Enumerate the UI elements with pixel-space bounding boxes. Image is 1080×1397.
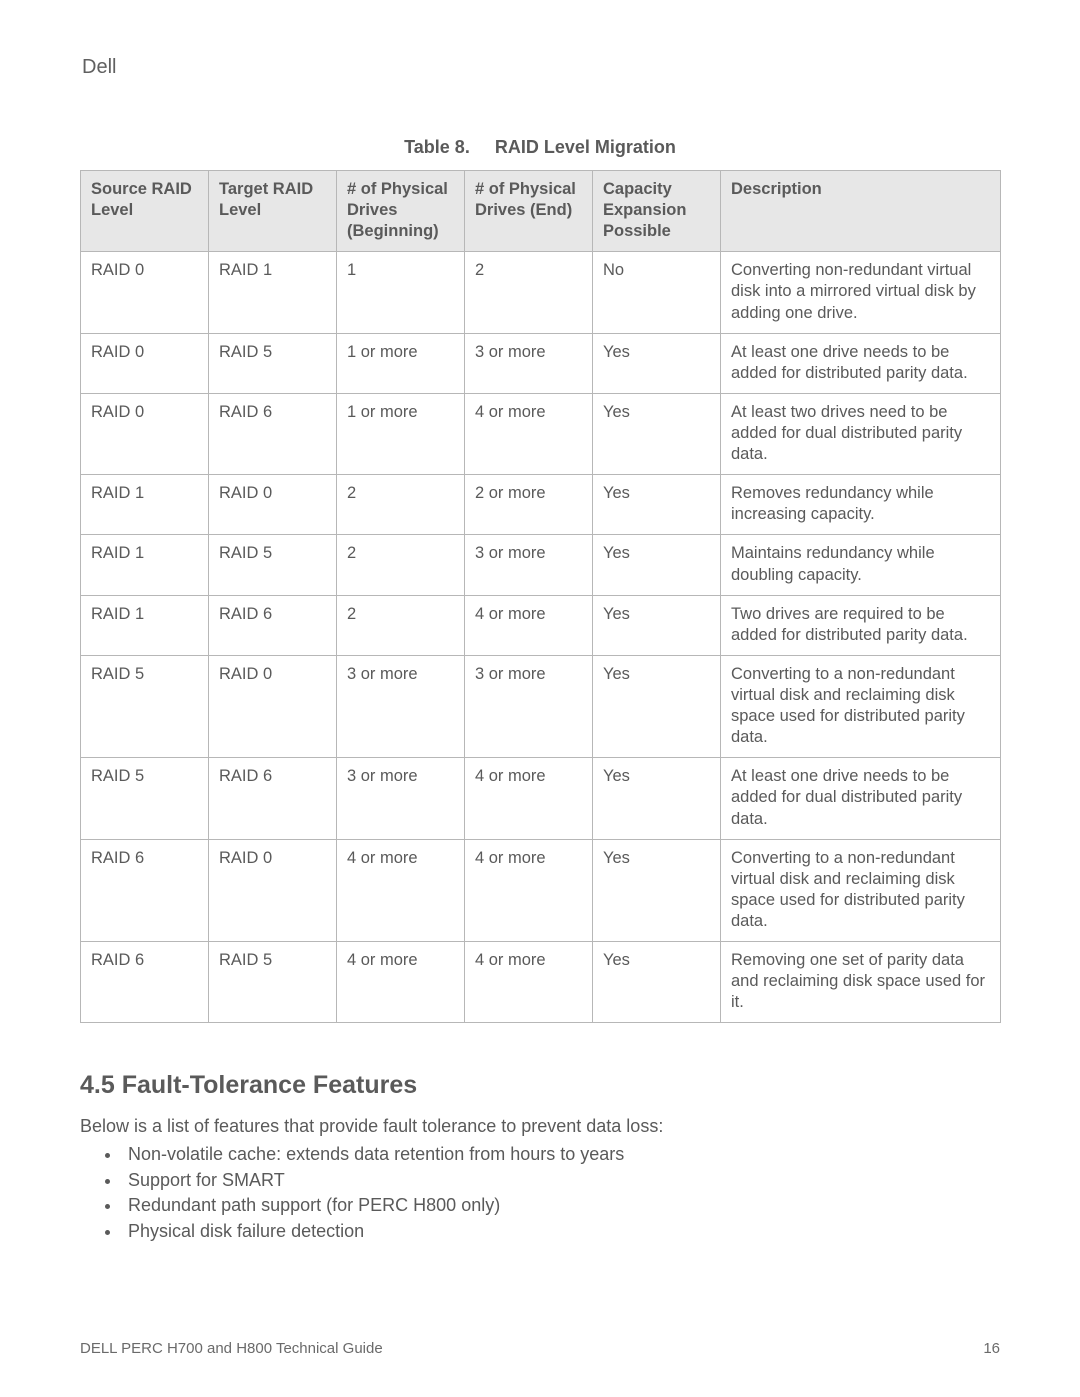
footer-page-number: 16 xyxy=(983,1340,1000,1357)
table-caption-title: RAID Level Migration xyxy=(495,137,676,157)
table-cell: RAID 5 xyxy=(209,942,337,1023)
table-caption: Table 8. RAID Level Migration xyxy=(80,137,1000,158)
table-row: RAID 0RAID 51 or more3 or moreYesAt leas… xyxy=(81,333,1001,393)
footer-doc-title: DELL PERC H700 and H800 Technical Guide xyxy=(80,1340,383,1357)
col-header-beginning: # of Physical Drives (Beginning) xyxy=(337,171,465,252)
table-cell: Two drives are required to be added for … xyxy=(721,595,1001,655)
table-cell: RAID 6 xyxy=(209,595,337,655)
table-cell: RAID 6 xyxy=(81,839,209,941)
table-cell: RAID 1 xyxy=(81,595,209,655)
col-header-description: Description xyxy=(721,171,1001,252)
table-cell: 2 or more xyxy=(465,475,593,535)
col-header-target: Target RAID Level xyxy=(209,171,337,252)
table-cell: Yes xyxy=(593,839,721,941)
list-item: Redundant path support (for PERC H800 on… xyxy=(122,1194,1000,1217)
table-cell: RAID 5 xyxy=(81,758,209,839)
table-cell: 3 or more xyxy=(337,655,465,757)
table-cell: 4 or more xyxy=(465,393,593,474)
col-header-source: Source RAID Level xyxy=(81,171,209,252)
table-cell: 3 or more xyxy=(337,758,465,839)
table-cell: RAID 0 xyxy=(209,839,337,941)
table-cell: 4 or more xyxy=(465,839,593,941)
table-cell: 3 or more xyxy=(465,535,593,595)
table-cell: 1 or more xyxy=(337,393,465,474)
table-cell: 4 or more xyxy=(337,942,465,1023)
table-row: RAID 1RAID 022 or moreYesRemoves redunda… xyxy=(81,475,1001,535)
page-content: Dell Table 8. RAID Level Migration Sourc… xyxy=(80,56,1000,1245)
table-cell: RAID 0 xyxy=(209,655,337,757)
col-header-end: # of Physical Drives (End) xyxy=(465,171,593,252)
table-cell: Converting to a non-redundant virtual di… xyxy=(721,839,1001,941)
table-cell: Yes xyxy=(593,535,721,595)
table-cell: No xyxy=(593,252,721,333)
table-cell: 2 xyxy=(337,595,465,655)
table-cell: 1 xyxy=(337,252,465,333)
table-cell: Yes xyxy=(593,475,721,535)
table-cell: RAID 6 xyxy=(209,758,337,839)
table-row: RAID 6RAID 54 or more4 or moreYesRemovin… xyxy=(81,942,1001,1023)
table-cell: 2 xyxy=(337,535,465,595)
table-caption-prefix: Table 8. xyxy=(404,137,470,157)
table-body: RAID 0RAID 112NoConverting non-redundant… xyxy=(81,252,1001,1023)
table-cell: 2 xyxy=(465,252,593,333)
table-cell: RAID 6 xyxy=(81,942,209,1023)
section-heading: 4.5 Fault-Tolerance Features xyxy=(80,1071,1000,1100)
feature-list: Non-volatile cache: extends data retenti… xyxy=(122,1143,1000,1243)
table-cell: RAID 1 xyxy=(81,475,209,535)
table-cell: RAID 5 xyxy=(209,333,337,393)
table-row: RAID 1RAID 624 or moreYesTwo drives are … xyxy=(81,595,1001,655)
table-cell: RAID 0 xyxy=(81,252,209,333)
table-cell: 4 or more xyxy=(337,839,465,941)
table-cell: RAID 0 xyxy=(209,475,337,535)
table-cell: RAID 0 xyxy=(81,393,209,474)
table-cell: Yes xyxy=(593,655,721,757)
table-cell: Converting to a non-redundant virtual di… xyxy=(721,655,1001,757)
table-row: RAID 5RAID 63 or more4 or moreYesAt leas… xyxy=(81,758,1001,839)
table-cell: RAID 1 xyxy=(209,252,337,333)
table-cell: Yes xyxy=(593,333,721,393)
table-cell: At least two drives need to be added for… xyxy=(721,393,1001,474)
table-cell: Maintains redundancy while doubling capa… xyxy=(721,535,1001,595)
table-header-row: Source RAID Level Target RAID Level # of… xyxy=(81,171,1001,252)
list-item: Non-volatile cache: extends data retenti… xyxy=(122,1143,1000,1166)
table-cell: Yes xyxy=(593,942,721,1023)
section-intro: Below is a list of features that provide… xyxy=(80,1116,1000,1137)
table-cell: Converting non-redundant virtual disk in… xyxy=(721,252,1001,333)
col-header-capacity: Capacity Expansion Possible xyxy=(593,171,721,252)
page-footer: DELL PERC H700 and H800 Technical Guide … xyxy=(80,1340,1000,1357)
table-row: RAID 6RAID 04 or more4 or moreYesConvert… xyxy=(81,839,1001,941)
table-cell: Yes xyxy=(593,393,721,474)
table-cell: At least one drive needs to be added for… xyxy=(721,758,1001,839)
list-item: Support for SMART xyxy=(122,1169,1000,1192)
table-cell: Removing one set of parity data and recl… xyxy=(721,942,1001,1023)
table-cell: Yes xyxy=(593,595,721,655)
table-cell: At least one drive needs to be added for… xyxy=(721,333,1001,393)
table-cell: 4 or more xyxy=(465,595,593,655)
table-cell: 1 or more xyxy=(337,333,465,393)
table-cell: 3 or more xyxy=(465,333,593,393)
table-cell: 4 or more xyxy=(465,758,593,839)
table-cell: 4 or more xyxy=(465,942,593,1023)
table-row: RAID 0RAID 112NoConverting non-redundant… xyxy=(81,252,1001,333)
raid-migration-table: Source RAID Level Target RAID Level # of… xyxy=(80,170,1001,1023)
table-cell: 3 or more xyxy=(465,655,593,757)
list-item: Physical disk failure detection xyxy=(122,1220,1000,1243)
brand-label: Dell xyxy=(82,56,1000,79)
table-cell: 2 xyxy=(337,475,465,535)
table-cell: Removes redundancy while increasing capa… xyxy=(721,475,1001,535)
table-cell: Yes xyxy=(593,758,721,839)
table-cell: RAID 0 xyxy=(81,333,209,393)
table-row: RAID 1RAID 523 or moreYesMaintains redun… xyxy=(81,535,1001,595)
table-cell: RAID 5 xyxy=(209,535,337,595)
table-cell: RAID 1 xyxy=(81,535,209,595)
table-row: RAID 5RAID 03 or more3 or moreYesConvert… xyxy=(81,655,1001,757)
table-row: RAID 0RAID 61 or more4 or moreYesAt leas… xyxy=(81,393,1001,474)
table-cell: RAID 6 xyxy=(209,393,337,474)
table-cell: RAID 5 xyxy=(81,655,209,757)
